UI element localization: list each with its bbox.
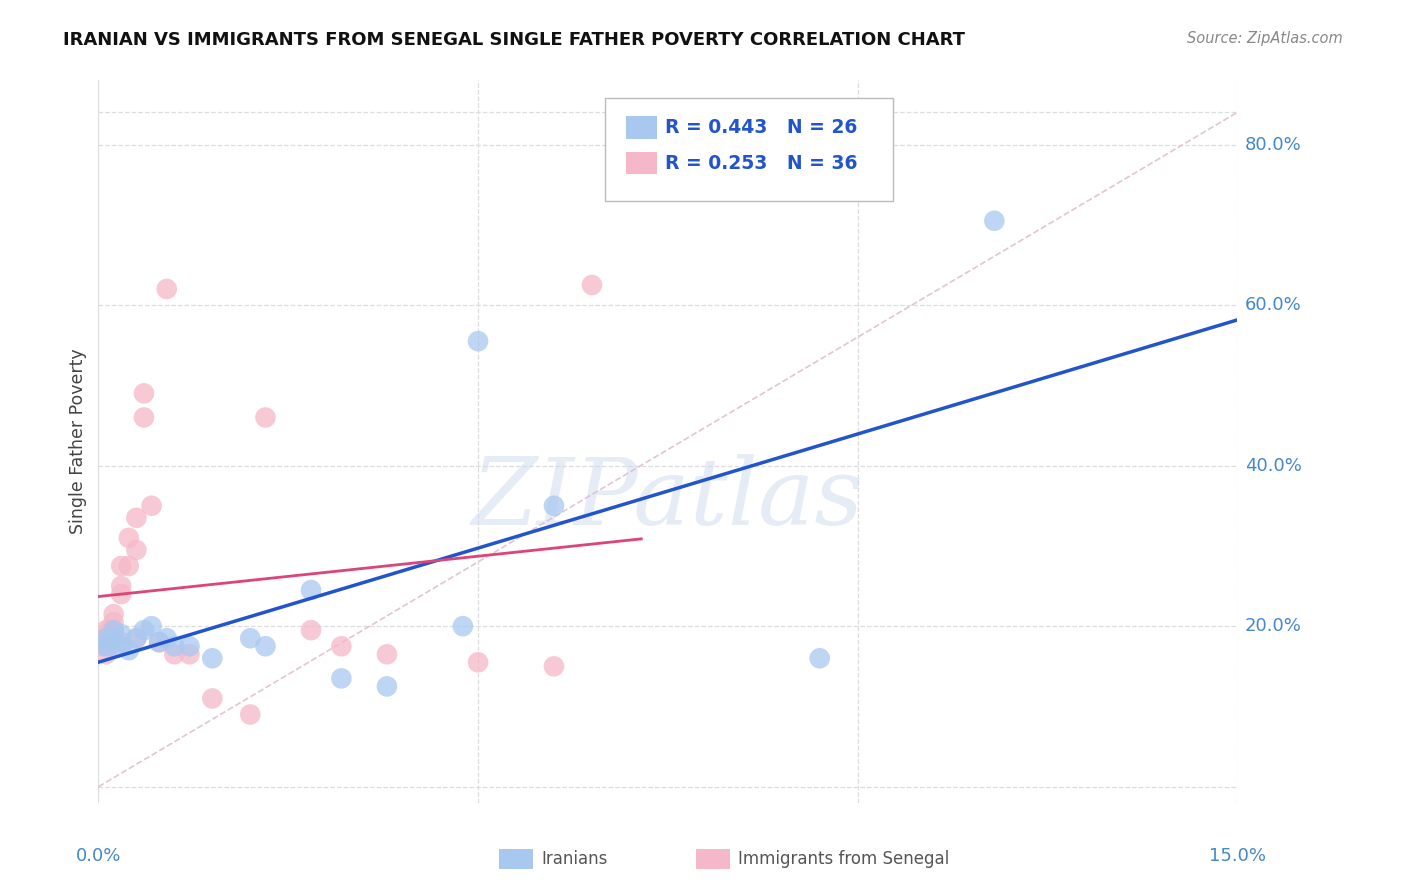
- Point: [125, 632, 148, 646]
- Text: R = 0.253   N = 36: R = 0.253 N = 36: [665, 153, 858, 173]
- Point: [110, 639, 132, 653]
- Point: [330, 671, 353, 685]
- Point: [141, 499, 163, 513]
- Point: [543, 499, 565, 513]
- Text: ZIPatlas: ZIPatlas: [472, 454, 863, 544]
- Y-axis label: Single Father Poverty: Single Father Poverty: [69, 349, 87, 534]
- Point: [132, 410, 155, 425]
- Point: [98, 623, 121, 637]
- Point: [93, 639, 115, 653]
- Point: [467, 334, 489, 348]
- Point: [254, 639, 277, 653]
- Point: [110, 558, 132, 573]
- Point: [983, 213, 1005, 227]
- Text: Iranians: Iranians: [541, 850, 607, 868]
- Point: [132, 386, 155, 401]
- Point: [110, 635, 132, 649]
- Point: [118, 531, 141, 545]
- Point: [201, 691, 224, 706]
- Point: [467, 655, 489, 669]
- Point: [148, 635, 170, 649]
- Point: [110, 587, 132, 601]
- Text: 0.0%: 0.0%: [76, 847, 121, 865]
- Point: [808, 651, 831, 665]
- Point: [254, 410, 277, 425]
- Point: [239, 632, 262, 646]
- Point: [110, 579, 132, 593]
- Text: 60.0%: 60.0%: [1244, 296, 1302, 314]
- Point: [94, 639, 117, 653]
- Text: 40.0%: 40.0%: [1244, 457, 1302, 475]
- Point: [125, 542, 148, 557]
- Point: [581, 277, 603, 292]
- Text: Immigrants from Senegal: Immigrants from Senegal: [738, 850, 949, 868]
- Point: [299, 583, 322, 598]
- Text: IRANIAN VS IMMIGRANTS FROM SENEGAL SINGLE FATHER POVERTY CORRELATION CHART: IRANIAN VS IMMIGRANTS FROM SENEGAL SINGL…: [63, 31, 966, 49]
- Text: Source: ZipAtlas.com: Source: ZipAtlas.com: [1187, 31, 1343, 46]
- Point: [118, 643, 141, 657]
- Point: [94, 648, 117, 662]
- Point: [156, 632, 179, 646]
- Point: [91, 635, 114, 649]
- Point: [103, 632, 125, 646]
- Text: R = 0.443   N = 26: R = 0.443 N = 26: [665, 118, 858, 137]
- Point: [543, 659, 565, 673]
- Point: [299, 623, 322, 637]
- Point: [125, 510, 148, 524]
- Point: [141, 619, 163, 633]
- Point: [148, 635, 170, 649]
- Point: [94, 632, 117, 646]
- Point: [103, 632, 125, 646]
- Text: 15.0%: 15.0%: [1209, 847, 1265, 865]
- Point: [375, 680, 398, 694]
- Point: [330, 639, 353, 653]
- Point: [94, 623, 117, 637]
- Point: [156, 282, 179, 296]
- Point: [125, 632, 148, 646]
- Point: [98, 639, 121, 653]
- Point: [103, 623, 125, 637]
- Text: 80.0%: 80.0%: [1244, 136, 1302, 153]
- Point: [179, 639, 201, 653]
- Point: [118, 558, 141, 573]
- Point: [451, 619, 474, 633]
- Point: [93, 639, 115, 653]
- Point: [163, 639, 186, 653]
- Point: [239, 707, 262, 722]
- Point: [163, 648, 186, 662]
- Point: [94, 632, 117, 646]
- Point: [110, 627, 132, 641]
- Point: [375, 648, 398, 662]
- Text: 20.0%: 20.0%: [1244, 617, 1302, 635]
- Point: [132, 623, 155, 637]
- Point: [201, 651, 224, 665]
- Point: [103, 607, 125, 621]
- Point: [179, 648, 201, 662]
- Point: [103, 615, 125, 630]
- Point: [103, 623, 125, 637]
